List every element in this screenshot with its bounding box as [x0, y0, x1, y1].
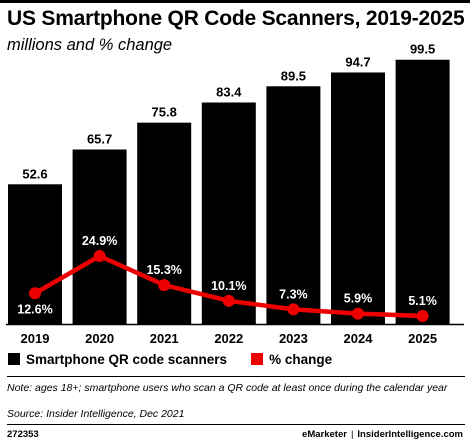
line-point-2024 — [352, 307, 364, 320]
bar-2020 — [72, 149, 127, 324]
x-tick-label-2024: 2024 — [344, 331, 374, 346]
chart-source: Source: Insider Intelligence, Dec 2021 — [7, 408, 185, 420]
chart-note: Note: ages 18+; smartphone users who sca… — [7, 382, 448, 394]
x-tick-label-2025: 2025 — [408, 331, 437, 346]
bar-2023 — [266, 86, 321, 325]
top-rule — [0, 0, 470, 3]
legend-label-scanners: Smartphone QR code scanners — [26, 351, 228, 367]
legend-swatch-scanners — [8, 353, 20, 365]
bar-value-label-2023: 89.5 — [281, 68, 306, 83]
line-value-label-2025: 5.1% — [408, 294, 437, 308]
bar-value-label-2020: 65.7 — [87, 132, 112, 147]
line-point-2021 — [158, 279, 171, 292]
x-tick-label-2020: 2020 — [85, 331, 114, 346]
legend: Smartphone QR code scanners % change — [8, 352, 356, 367]
line-point-2022 — [222, 294, 235, 307]
chart-subtitle: millions and % change — [7, 36, 173, 54]
legend-item-scanners: Smartphone QR code scanners — [8, 352, 227, 367]
chart-title: US Smartphone QR Code Scanners, 2019-202… — [7, 7, 465, 30]
bar-value-label-2025: 99.5 — [410, 42, 435, 57]
bar-2021 — [137, 122, 192, 324]
line-point-2025 — [416, 310, 429, 322]
line-value-label-2020: 24.9% — [82, 234, 117, 248]
line-value-label-2023: 7.3% — [279, 287, 308, 301]
bar-2022 — [201, 102, 256, 325]
bar-value-label-2019: 52.6 — [22, 166, 47, 181]
line-point-2023 — [287, 303, 300, 316]
x-tick-label-2021: 2021 — [150, 331, 179, 346]
x-tick-label-2022: 2022 — [214, 331, 243, 346]
legend-item-change: % change — [251, 352, 332, 367]
bar-value-label-2022: 83.4 — [216, 84, 242, 99]
x-tick-label-2023: 2023 — [279, 331, 308, 346]
legend-swatch-change — [251, 353, 264, 365]
brand-separator: | — [350, 429, 354, 440]
bar-value-label-2021: 75.8 — [152, 105, 177, 120]
brand-emarketer: eMarketer — [302, 429, 347, 440]
divider-top — [7, 376, 465, 377]
chart-plot: 52.6 2019 65.7 2020 75.8 2021 83.4 2022 89.5 2023… — [6, 42, 464, 346]
line-value-label-2024: 5.9% — [344, 292, 373, 306]
brand-insider: InsiderIntelligence.com — [357, 429, 463, 440]
divider-bottom — [7, 424, 465, 425]
line-value-label-2022: 10.1% — [211, 279, 246, 293]
bar-value-label-2024: 94.7 — [345, 54, 370, 69]
line-value-label-2019: 12.6% — [17, 302, 52, 316]
line-value-label-2021: 15.3% — [146, 263, 181, 277]
legend-label-change: % change — [269, 351, 333, 367]
brand: eMarketer | InsiderIntelligence.com — [302, 429, 463, 440]
line-point-2020 — [93, 250, 106, 262]
bar-2024 — [331, 72, 385, 324]
bar-2019 — [8, 184, 62, 324]
line-point-2019 — [29, 287, 41, 300]
chart-id: 272353 — [7, 429, 39, 440]
bar-2025 — [395, 59, 450, 325]
x-tick-label-2019: 2019 — [21, 331, 50, 346]
